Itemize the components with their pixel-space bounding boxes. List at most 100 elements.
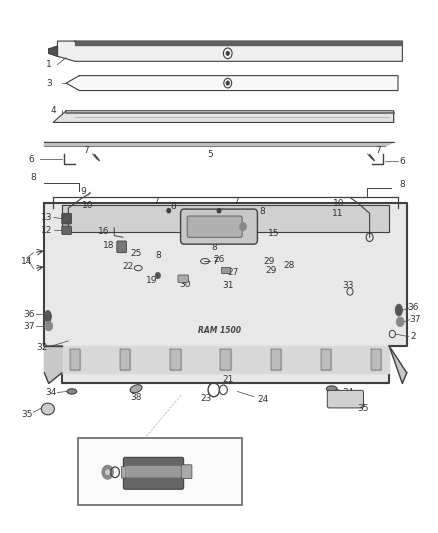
Text: 8: 8 <box>170 202 176 211</box>
Text: 7: 7 <box>233 197 239 206</box>
Text: 15: 15 <box>268 229 279 238</box>
Text: 43: 43 <box>187 448 198 457</box>
FancyBboxPatch shape <box>187 216 242 237</box>
Circle shape <box>45 321 53 331</box>
FancyBboxPatch shape <box>178 275 188 282</box>
Text: 5: 5 <box>207 150 213 159</box>
FancyBboxPatch shape <box>124 457 184 489</box>
Text: 7: 7 <box>153 197 159 206</box>
Text: 18: 18 <box>103 241 115 250</box>
Text: 36: 36 <box>23 310 35 319</box>
Ellipse shape <box>326 386 337 392</box>
Text: 7: 7 <box>375 146 381 155</box>
Text: RAM 1500: RAM 1500 <box>198 326 240 335</box>
Text: 42: 42 <box>199 455 210 464</box>
Text: 28: 28 <box>283 261 294 270</box>
Text: 16: 16 <box>99 228 110 237</box>
Text: 44: 44 <box>124 494 135 503</box>
Text: 32: 32 <box>36 343 48 352</box>
Text: 8: 8 <box>155 252 161 260</box>
Text: 24: 24 <box>257 395 268 404</box>
FancyBboxPatch shape <box>181 465 192 479</box>
Circle shape <box>217 208 221 213</box>
Polygon shape <box>66 76 398 91</box>
Text: 37: 37 <box>409 315 420 324</box>
FancyBboxPatch shape <box>122 466 126 478</box>
Text: 29: 29 <box>266 266 277 274</box>
Ellipse shape <box>41 403 54 415</box>
Circle shape <box>155 272 160 279</box>
FancyBboxPatch shape <box>117 241 127 253</box>
FancyBboxPatch shape <box>78 438 242 505</box>
FancyBboxPatch shape <box>62 226 71 235</box>
FancyBboxPatch shape <box>62 213 71 224</box>
Text: 8: 8 <box>399 180 405 189</box>
FancyBboxPatch shape <box>180 209 258 244</box>
Text: 35: 35 <box>357 405 369 414</box>
Text: 7: 7 <box>212 257 218 265</box>
Polygon shape <box>53 111 394 123</box>
Circle shape <box>396 317 404 327</box>
Polygon shape <box>120 349 131 370</box>
Circle shape <box>106 470 110 475</box>
Polygon shape <box>62 346 389 373</box>
Text: 34: 34 <box>342 388 353 397</box>
Polygon shape <box>170 349 180 370</box>
Text: 14: 14 <box>21 257 32 265</box>
Text: 7: 7 <box>83 146 89 155</box>
Ellipse shape <box>44 311 51 322</box>
Text: 8: 8 <box>260 207 265 216</box>
Polygon shape <box>321 349 331 370</box>
Text: 41: 41 <box>170 489 181 498</box>
Text: 34: 34 <box>45 388 57 397</box>
Polygon shape <box>389 346 407 383</box>
Circle shape <box>167 208 170 213</box>
Text: 39: 39 <box>117 448 129 457</box>
Text: 8: 8 <box>31 173 36 182</box>
Text: 6: 6 <box>28 155 34 164</box>
Polygon shape <box>44 203 407 383</box>
Text: 3: 3 <box>46 78 52 87</box>
Text: 20: 20 <box>106 451 118 460</box>
Polygon shape <box>44 142 394 147</box>
Polygon shape <box>62 205 389 232</box>
Ellipse shape <box>396 304 403 316</box>
Text: 22: 22 <box>123 262 134 271</box>
Polygon shape <box>44 346 62 383</box>
FancyBboxPatch shape <box>327 390 364 408</box>
Text: 25: 25 <box>131 249 142 259</box>
Text: 29: 29 <box>264 257 275 265</box>
Text: 26: 26 <box>213 255 225 263</box>
Polygon shape <box>271 349 281 370</box>
Text: 10: 10 <box>333 199 345 208</box>
Text: 2: 2 <box>410 332 416 341</box>
Text: 37: 37 <box>23 321 35 330</box>
Text: 38: 38 <box>130 393 142 402</box>
Text: 19: 19 <box>145 276 157 285</box>
Circle shape <box>226 81 230 85</box>
Text: 12: 12 <box>41 226 52 235</box>
Circle shape <box>240 222 247 231</box>
Ellipse shape <box>67 389 77 394</box>
Polygon shape <box>57 41 403 61</box>
Polygon shape <box>220 349 231 370</box>
Text: 9: 9 <box>81 187 87 196</box>
Text: 10: 10 <box>82 201 94 210</box>
Text: 45: 45 <box>93 452 105 461</box>
FancyBboxPatch shape <box>126 466 181 478</box>
Text: 30: 30 <box>179 279 191 288</box>
Circle shape <box>102 465 113 479</box>
Polygon shape <box>221 266 230 273</box>
Ellipse shape <box>130 385 142 393</box>
Text: 13: 13 <box>41 213 52 222</box>
Polygon shape <box>371 349 381 370</box>
Polygon shape <box>49 46 57 56</box>
Text: 36: 36 <box>407 303 419 312</box>
Text: 31: 31 <box>222 280 233 289</box>
Polygon shape <box>70 349 80 370</box>
Text: 6: 6 <box>399 157 405 166</box>
Text: 11: 11 <box>332 209 343 218</box>
Polygon shape <box>75 41 403 45</box>
Text: 27: 27 <box>227 269 239 277</box>
Circle shape <box>226 51 230 55</box>
